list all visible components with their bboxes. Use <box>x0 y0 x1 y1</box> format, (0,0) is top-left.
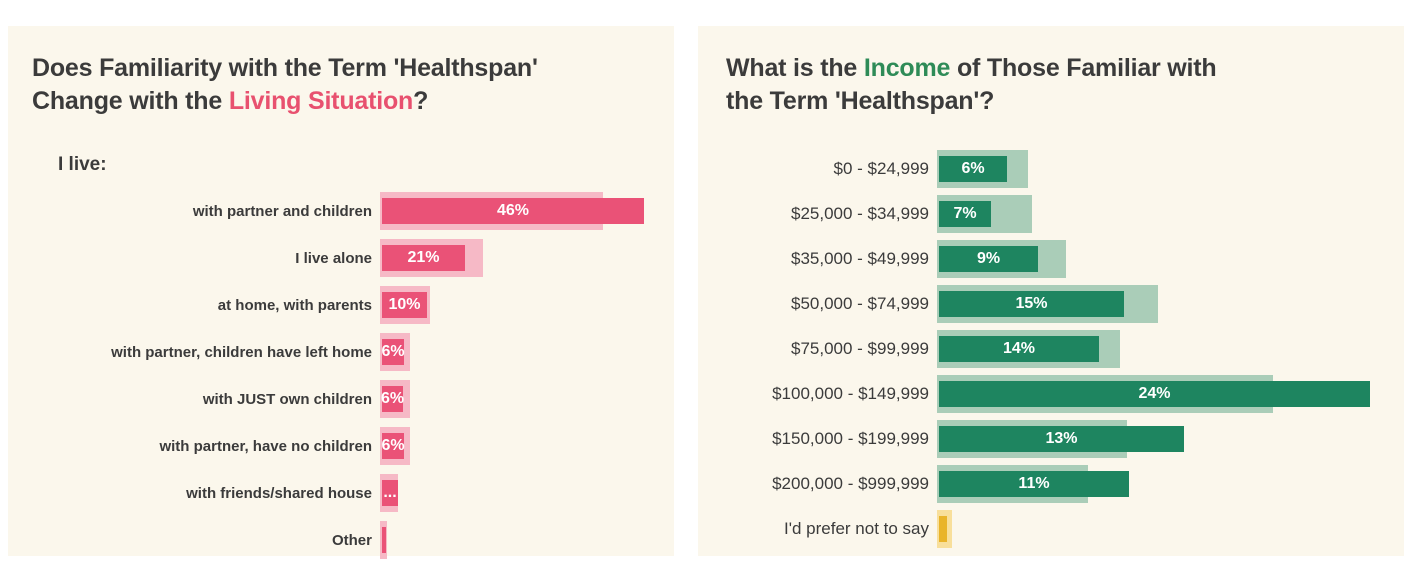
value-bar: 13% <box>939 426 1184 452</box>
value-label: 6% <box>961 160 985 177</box>
title-line2: the Term 'Healthspan'? <box>726 87 995 115</box>
title-line2-post: ? <box>413 87 429 115</box>
value-label: 10% <box>388 296 421 313</box>
value-bar: ... <box>382 480 398 506</box>
value-bar: 46% <box>382 198 644 224</box>
bar-group: 6% <box>380 333 674 371</box>
row-label: with JUST own children <box>202 390 372 408</box>
row-label: $35,000 - $49,999 <box>790 249 929 268</box>
value-label: 15% <box>1015 295 1048 312</box>
bar-row-friends-shared-house: with friends/shared house ... <box>32 474 674 512</box>
bar-row-25000-34999: $25,000 - $34,999 7% <box>726 195 1404 233</box>
row-label: $25,000 - $34,999 <box>790 204 929 223</box>
value-bar: 24% <box>939 381 1370 407</box>
row-label: at home, with parents <box>217 296 372 314</box>
title-line1-post: of Those Familiar with <box>950 54 1217 82</box>
value-label: 6% <box>380 390 405 407</box>
bar-group: 6% <box>937 150 1404 188</box>
value-bar: 11% <box>939 471 1129 497</box>
value-label: 13% <box>1045 430 1078 447</box>
value-label: 14% <box>1002 340 1036 357</box>
title-line1: Does Familiarity with the Term 'Healthsp… <box>32 54 538 82</box>
row-label: $150,000 - $199,999 <box>772 429 929 448</box>
bar-group: 11% <box>937 465 1404 503</box>
row-label: I'd prefer not to say <box>784 519 929 538</box>
bar-row-75000-99999: $75,000 - $99,999 14% <box>726 330 1404 368</box>
row-label: $50,000 - $74,999 <box>790 294 929 313</box>
bar-group: 14% <box>937 330 1404 368</box>
bar-group: 21% <box>380 239 674 277</box>
value-bar: 10% <box>382 292 427 318</box>
row-label: $0 - $24,999 <box>833 159 929 178</box>
bar-row-50000-74999: $50,000 - $74,999 15% <box>726 285 1404 323</box>
value-bar: 7% <box>939 201 991 227</box>
value-bar: 9% <box>939 246 1038 272</box>
value-label: 46% <box>496 202 530 219</box>
value-label: 6% <box>381 437 405 454</box>
bar-row-live-alone: I live alone 21% <box>32 239 674 277</box>
bar-row-35000-49999: $35,000 - $49,999 9% <box>726 240 1404 278</box>
value-bar <box>382 527 386 553</box>
bar-group: ... <box>380 474 674 512</box>
bar-row-prefer-not-to-say: I'd prefer not to say <box>726 510 1404 548</box>
income-title: What is the Income of Those Familiar wit… <box>726 52 1376 118</box>
income-panel: What is the Income of Those Familiar wit… <box>698 26 1404 556</box>
value-label: 9% <box>976 250 1001 267</box>
value-bar: 6% <box>939 156 1007 182</box>
value-bar: 15% <box>939 291 1124 317</box>
bar-row-home-with-parents: at home, with parents 10% <box>32 286 674 324</box>
bar-row-100000-149999: $100,000 - $149,999 24% <box>726 375 1404 413</box>
living-situation-rows: with partner and children 46% I live alo… <box>32 192 674 559</box>
value-label: ... <box>383 484 397 501</box>
bar-row-partner-and-children: with partner and children 46% <box>32 192 674 230</box>
value-bar: 6% <box>381 339 405 365</box>
value-bar: 6% <box>380 386 405 412</box>
value-label: 7% <box>953 205 977 222</box>
bar-group: 46% <box>380 192 674 230</box>
income-rows: $0 - $24,999 6% $25,000 - $34,999 7% $35… <box>726 150 1404 548</box>
row-label: I live alone <box>295 249 372 267</box>
bar-row-other: Other <box>32 521 674 559</box>
title-accent-living-situation: Living Situation <box>228 87 414 115</box>
row-label: $75,000 - $99,999 <box>790 339 929 358</box>
row-label: with friends/shared house <box>186 484 372 502</box>
bar-group: 24% <box>937 375 1404 413</box>
living-situation-title: Does Familiarity with the Term 'Healthsp… <box>32 52 652 118</box>
value-label: 24% <box>1138 385 1171 402</box>
bar-group: 15% <box>937 285 1404 323</box>
row-label: with partner and children <box>192 202 372 220</box>
bar-group <box>380 521 674 559</box>
living-situation-panel: Does Familiarity with the Term 'Healthsp… <box>8 26 674 559</box>
row-label: with partner, have no children <box>159 437 372 455</box>
bar-row-children-left-home: with partner, children have left home 6% <box>32 333 674 371</box>
value-label: 21% <box>407 249 440 266</box>
value-bar <box>939 516 947 542</box>
title-line1-pre: What is the <box>726 54 864 82</box>
bar-row-partner-no-children: with partner, have no children 6% <box>32 427 674 465</box>
bar-group: 9% <box>937 240 1404 278</box>
value-label: 6% <box>381 343 405 360</box>
axis-intro-label: I live: <box>58 154 107 175</box>
value-bar: 6% <box>381 433 405 459</box>
title-accent-income: Income <box>863 54 951 82</box>
bar-row-0-24999: $0 - $24,999 6% <box>726 150 1404 188</box>
bar-row-200000-999999: $200,000 - $999,999 11% <box>726 465 1404 503</box>
row-label: $200,000 - $999,999 <box>772 474 929 493</box>
value-bar: 14% <box>939 336 1099 362</box>
bar-group: 6% <box>380 380 674 418</box>
bar-group: 7% <box>937 195 1404 233</box>
bar-group: 10% <box>380 286 674 324</box>
title-line2-pre: Change with the <box>32 87 229 115</box>
bar-group <box>937 510 1404 548</box>
row-label: with partner, children have left home <box>111 343 372 361</box>
bar-row-just-own-children: with JUST own children 6% <box>32 380 674 418</box>
row-label: Other <box>331 531 372 549</box>
row-label: $100,000 - $149,999 <box>772 384 929 403</box>
bar-row-150000-199999: $150,000 - $199,999 13% <box>726 420 1404 458</box>
bar-group: 6% <box>380 427 674 465</box>
value-bar: 21% <box>382 245 465 271</box>
bar-group: 13% <box>937 420 1404 458</box>
value-label: 11% <box>1018 475 1050 492</box>
